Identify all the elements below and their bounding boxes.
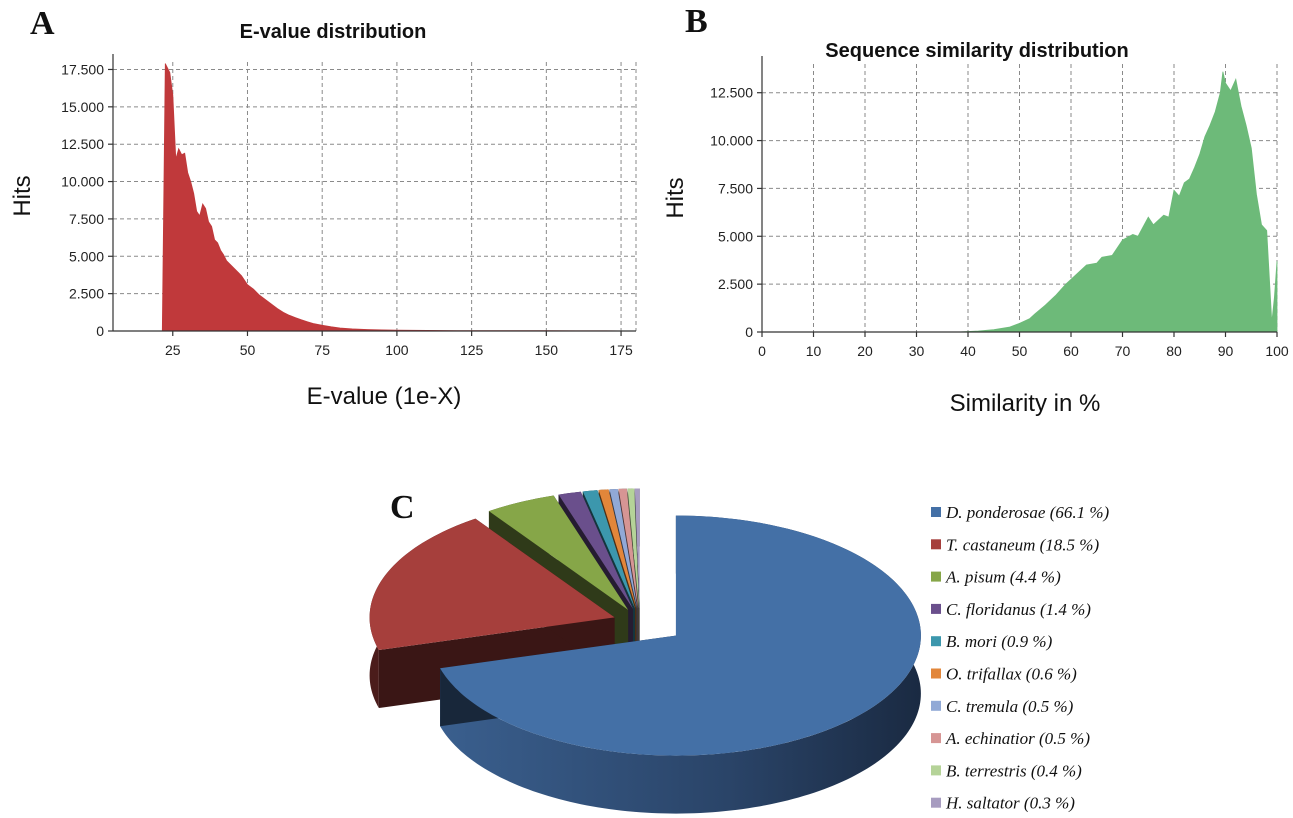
chartB-x-tick-label: 60 <box>1063 343 1079 359</box>
pie-top-layer <box>369 488 921 756</box>
evalue-y-axis-title: Hits <box>9 175 36 216</box>
chartB-x-tick-label: 90 <box>1218 343 1234 359</box>
chartA-y-tick-label: 10.000 <box>61 174 104 190</box>
legend-swatch <box>931 539 941 550</box>
similarity-x-ticks: 0 10 20 30 40 50 60 70 80 90 100 <box>758 332 1289 359</box>
chartA-y-tick-label: 15.000 <box>61 99 104 115</box>
evalue-x-ticks: 25 50 75 100 125 150 175 <box>165 331 633 358</box>
legend-label: D. ponderosae (66.1 %) <box>945 503 1110 522</box>
legend-swatch <box>931 571 941 582</box>
chartB-y-tick-label: 7.500 <box>718 180 753 196</box>
legend-label: B. mori (0.9 %) <box>946 632 1053 651</box>
chartB-x-tick-label: 10 <box>806 343 822 359</box>
chartB-x-tick-label: 40 <box>960 343 976 359</box>
evalue-y-ticks: 0 2.500 5.000 7.500 10.000 12.500 15.000 17.500 <box>61 61 113 339</box>
chartB-y-tick-label: 12.500 <box>710 85 753 101</box>
similarity-y-ticks: 0 2.500 5.000 7.500 10.000 12.500 <box>710 85 762 340</box>
pie-slice <box>627 488 640 609</box>
legend-swatch <box>931 797 941 808</box>
similarity-area-layer <box>762 71 1278 333</box>
chartB-x-tick-label: 100 <box>1265 343 1289 359</box>
chartA-series-area <box>161 63 622 332</box>
chartA-x-tick-label: 175 <box>609 342 633 358</box>
chartB-y-tick-label: 10.000 <box>710 133 753 149</box>
pie-slice <box>609 489 638 609</box>
chartA-x-tick-label: 75 <box>314 342 330 358</box>
chartA-x-tick-label: 50 <box>240 342 256 358</box>
chartB-x-tick-label: 20 <box>857 343 873 359</box>
pie-slice <box>618 488 639 609</box>
evalue-x-axis-title: E-value (1e-X) <box>307 383 462 410</box>
chartB-x-tick-label: 30 <box>909 343 925 359</box>
pie-slice <box>582 490 636 609</box>
legend-swatch <box>931 507 941 517</box>
panel-label-a: A <box>30 5 55 42</box>
chartB-x-tick-label: 70 <box>1115 343 1131 359</box>
chartB-x-tick-label: 80 <box>1166 343 1182 359</box>
evalue-chart-title: E-value distribution <box>240 21 427 43</box>
chartB-x-tick-label: 50 <box>1012 343 1028 359</box>
chartB-y-tick-label: 5.000 <box>718 228 753 244</box>
evalue-area-layer <box>161 63 622 332</box>
pie-slice <box>558 491 634 609</box>
evalue-axes <box>112 54 636 332</box>
chartB-y-tick-label: 2.500 <box>718 276 753 292</box>
panel-label-b: B <box>685 3 708 40</box>
pie-slice <box>634 488 640 609</box>
legend-label: H. saltator (0.3 %) <box>945 794 1075 813</box>
panel-label-c: C <box>390 489 415 526</box>
chartA-y-tick-label: 12.500 <box>61 136 104 152</box>
chartA-x-tick-label: 125 <box>460 342 484 358</box>
chartB-x-tick-label: 0 <box>758 343 766 359</box>
chartA-x-tick-label: 25 <box>165 342 181 358</box>
pie-slice <box>598 489 637 609</box>
legend-label: O. trifallax (0.6 %) <box>946 665 1077 684</box>
legend-label: A. echinatior (0.5 %) <box>945 729 1090 748</box>
legend-label: B. terrestris (0.4 %) <box>946 761 1082 780</box>
legend-swatch <box>931 668 941 679</box>
legend-label: A. pisum (4.4 %) <box>945 568 1061 587</box>
pie-legend: D. ponderosae (66.1 %) T. castaneum (18.5… <box>931 503 1110 813</box>
legend-swatch <box>931 603 941 614</box>
chartA-y-tick-label: 2.500 <box>69 286 104 302</box>
similarity-chart-title: Sequence similarity distribution <box>825 40 1128 62</box>
chartA-y-tick-label: 5.000 <box>69 248 104 264</box>
similarity-chart: Sequence similarity distribution 0 2.500 5… <box>662 40 1289 417</box>
chartA-x-tick-label: 100 <box>385 342 409 358</box>
chartA-y-tick-label: 17.500 <box>61 61 104 77</box>
legend-swatch <box>931 700 941 711</box>
species-pie-chart: D. ponderosae (66.1 %) T. castaneum (18.5… <box>369 488 1110 814</box>
legend-swatch <box>931 765 941 776</box>
legend-label: C. floridanus (1.4 %) <box>946 600 1091 619</box>
pie-slice <box>440 515 921 756</box>
pie-slice <box>369 518 615 650</box>
chartB-y-tick-label: 0 <box>745 324 753 340</box>
chartA-y-tick-label: 0 <box>96 323 104 339</box>
similarity-x-axis-title: Similarity in % <box>950 390 1101 417</box>
chartB-series-area <box>762 71 1278 333</box>
legend-label: C. tremula (0.5 %) <box>946 697 1074 716</box>
legend-swatch <box>931 636 941 647</box>
similarity-y-axis-title: Hits <box>662 177 689 218</box>
chartA-x-tick-label: 150 <box>535 342 559 358</box>
evalue-chart: E-value distribution 0 2.500 5.000 7.500 10.… <box>9 21 637 410</box>
legend-label: T. castaneum (18.5 %) <box>946 535 1099 554</box>
pie-slice <box>488 495 629 610</box>
legend-swatch <box>931 733 941 744</box>
chartA-y-tick-label: 7.500 <box>69 211 104 227</box>
